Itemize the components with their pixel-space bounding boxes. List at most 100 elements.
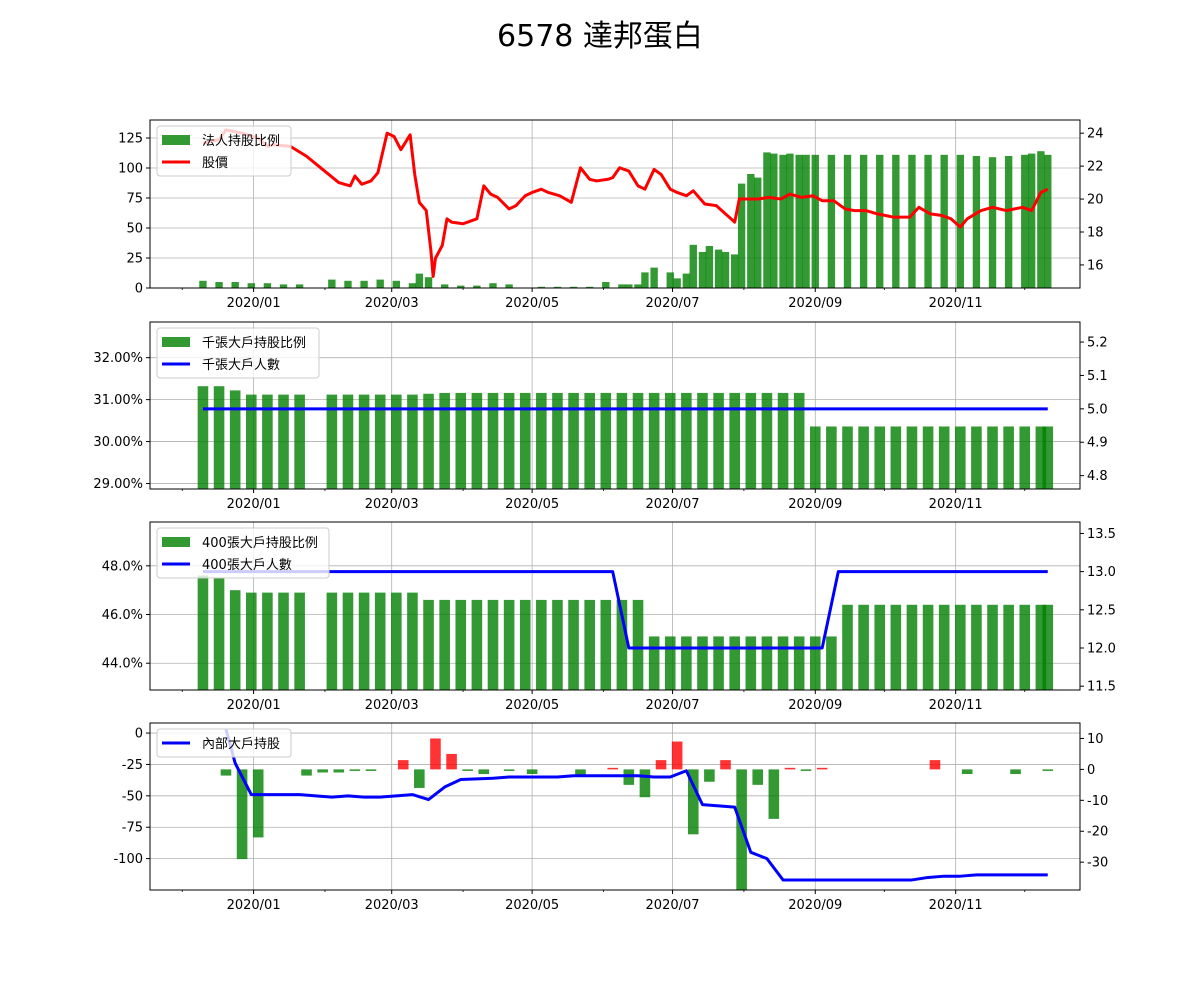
bar <box>236 769 248 860</box>
bar <box>342 592 354 690</box>
bar <box>816 767 828 770</box>
plot-area <box>197 570 1054 690</box>
legend-bar-swatch <box>162 537 190 547</box>
bar <box>487 599 499 690</box>
y-left-tick-label: 44.0% <box>102 657 143 672</box>
x-tick-label: 2020/07 <box>646 497 700 512</box>
bar <box>407 592 418 690</box>
legend-box <box>156 327 320 379</box>
bar <box>648 392 660 489</box>
bar <box>908 154 916 288</box>
bar <box>600 392 612 489</box>
bar <box>358 394 370 489</box>
bar <box>478 769 490 775</box>
bar <box>553 286 562 288</box>
bar <box>423 393 434 489</box>
bar <box>446 753 457 770</box>
bar <box>503 392 515 489</box>
bar <box>987 604 998 690</box>
x-tick-label: 2020/11 <box>929 497 983 512</box>
bar <box>704 769 715 782</box>
x-tick-label: 2020/05 <box>505 698 559 713</box>
bar <box>956 154 964 288</box>
bar <box>342 394 354 489</box>
bar <box>625 284 633 288</box>
y-right-tick-label: 5.2 <box>1087 336 1108 351</box>
x-tick-label: 2020/09 <box>788 898 842 913</box>
y-right-tick-label: 10 <box>1087 732 1104 747</box>
bar <box>698 252 707 288</box>
bar <box>673 278 681 288</box>
bar <box>874 604 886 690</box>
legend-label: 400張大戶人數 <box>202 558 292 573</box>
bar <box>197 386 209 489</box>
bar <box>245 592 257 690</box>
bar <box>536 392 547 489</box>
y-right-tick-label: 11.5 <box>1087 680 1116 695</box>
bar <box>374 592 386 690</box>
bar <box>802 154 810 288</box>
panel-frame <box>149 321 1081 490</box>
bar <box>344 280 352 288</box>
bar <box>552 392 563 489</box>
bar <box>729 392 740 489</box>
bar <box>423 599 434 690</box>
x-tick-label: 2020/11 <box>929 898 983 913</box>
bar <box>262 592 273 690</box>
bar <box>971 604 982 690</box>
bar <box>786 153 794 288</box>
bar <box>473 285 481 288</box>
y-left-tick-label: -50 <box>122 789 143 804</box>
bar <box>585 286 594 288</box>
x-tick-label: 2020/09 <box>788 497 842 512</box>
x-tick-label: 2020/07 <box>646 296 700 311</box>
bar <box>671 741 683 770</box>
bar <box>317 769 328 773</box>
bar <box>842 426 853 489</box>
bar <box>278 394 289 489</box>
bar <box>397 760 409 770</box>
bar <box>752 769 764 785</box>
bar <box>906 426 918 489</box>
x-tick-label: 2020/03 <box>365 898 419 913</box>
bar <box>682 273 691 288</box>
x-tick-label: 2020/11 <box>929 698 983 713</box>
bar <box>294 592 305 690</box>
bar <box>655 760 667 770</box>
bar <box>263 283 272 288</box>
bar <box>687 769 699 835</box>
bar <box>666 272 674 288</box>
bar <box>826 426 837 489</box>
bar <box>391 394 402 489</box>
bar <box>1003 426 1014 489</box>
panel-1: 2020/01 2020/03 2020/05 2020/07 2020/09 2020/… <box>118 119 1104 311</box>
x-tick-label: 2020/01 <box>227 698 281 713</box>
bar <box>568 599 579 690</box>
bar <box>713 636 724 690</box>
bar <box>408 283 417 288</box>
y-left-tick-label: 30.00% <box>93 435 143 450</box>
bar <box>1042 604 1054 690</box>
bar <box>763 152 771 288</box>
bar <box>229 390 241 489</box>
bar <box>1037 151 1045 288</box>
y-right-tick-label: -30 <box>1087 856 1108 871</box>
bar <box>929 760 941 770</box>
y-right-tick-label: 24 <box>1087 127 1104 142</box>
panel-4: 2020/01 2020/03 2020/05 2020/07 2020/09 2020/… <box>113 722 1108 913</box>
y-right-tick-label: 4.8 <box>1087 469 1108 484</box>
panel-frame <box>149 521 1081 691</box>
bar <box>376 279 384 288</box>
bar <box>754 177 762 288</box>
bar <box>1003 604 1014 690</box>
y-left-tick-label: -75 <box>122 821 143 836</box>
x-tick-label: 2020/05 <box>505 497 559 512</box>
bar <box>924 154 932 288</box>
bar <box>779 154 787 288</box>
panel-frame <box>149 119 1081 289</box>
bar <box>294 394 305 489</box>
bar <box>811 154 819 288</box>
bar <box>360 280 368 288</box>
